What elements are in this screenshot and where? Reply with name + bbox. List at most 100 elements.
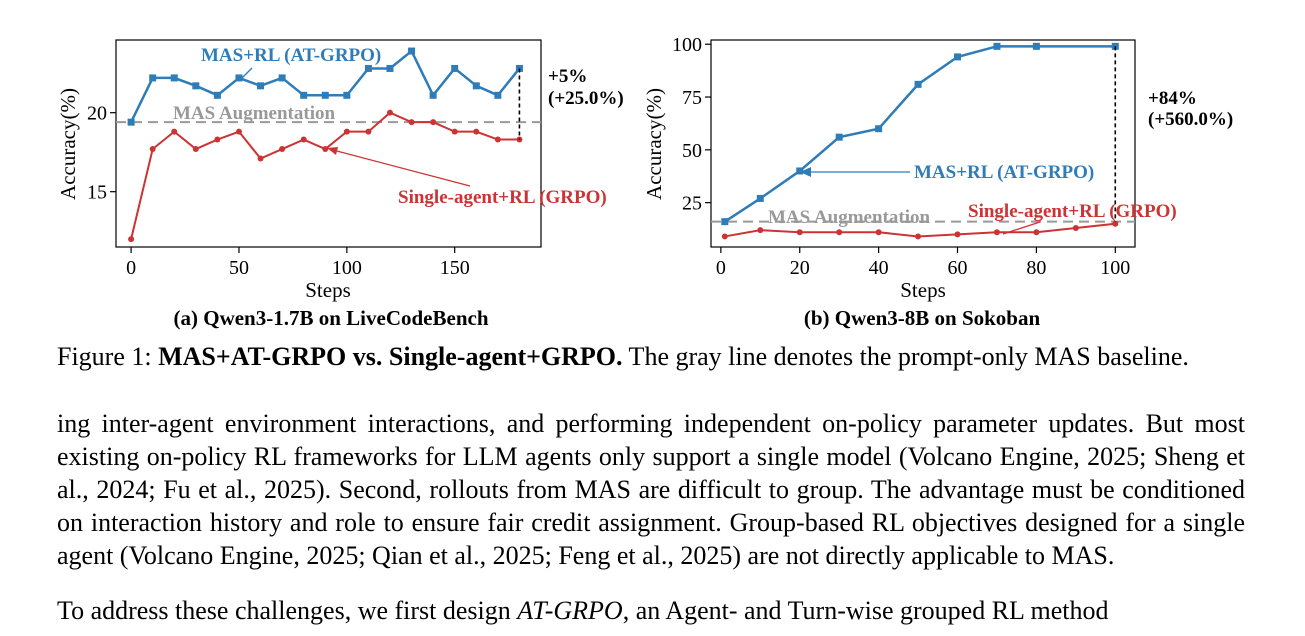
paragraph-2-start: To address these challenges, we first de…	[57, 596, 518, 625]
series-line-single-rl-a	[130, 111, 520, 240]
single-rl-arrow-a	[332, 149, 471, 187]
single-rl-point	[836, 229, 843, 236]
x-tick-label: 20	[790, 257, 810, 279]
x-tick-label: 0	[126, 257, 136, 279]
single-rl-point	[257, 155, 264, 162]
mas-rl-point	[993, 42, 1001, 50]
x-tick-label: 40	[869, 257, 889, 279]
mas-rl-point	[386, 64, 394, 72]
x-tick-label: 50	[229, 257, 249, 279]
single-rl-label-b: Single-agent+RL (GRPO)	[968, 201, 1177, 222]
mas-rl-arrow-a	[239, 67, 253, 81]
single-rl-arrow-b	[1002, 221, 1041, 235]
mas-rl-point	[914, 80, 922, 88]
x-tick-label: 100	[1100, 257, 1130, 279]
mas-rl-point	[429, 91, 437, 99]
mas-rl-point	[451, 64, 459, 72]
y-tick-label: 75	[682, 87, 702, 109]
mas-rl-point	[721, 218, 729, 226]
single-rl-point	[993, 229, 1000, 236]
y-tick-label: 100	[672, 34, 702, 56]
mas-rl-point	[835, 133, 843, 141]
single-rl-label-a: Single-agent+RL (GRPO)	[398, 187, 607, 208]
single-rl-point	[494, 136, 501, 143]
paragraph-2: To address these challenges, we first de…	[57, 594, 1245, 627]
single-rl-point	[386, 109, 393, 116]
single-rl-point	[451, 128, 458, 135]
paragraph-2-method: AT-GRPO	[517, 596, 623, 625]
y-axis-label-b: Accuracy(%)	[642, 88, 666, 200]
mas-rl-point	[235, 74, 243, 82]
mas-rl-point	[954, 53, 962, 61]
gain-abs-b: +84%	[1148, 88, 1197, 109]
mas-rl-point	[278, 74, 286, 82]
mas-rl-point	[796, 167, 804, 175]
figure-caption-prefix: Figure 1:	[57, 342, 159, 371]
single-rl-point	[235, 128, 242, 135]
mas-rl-point	[213, 91, 221, 99]
single-rl-point	[343, 128, 350, 135]
mas-rl-point	[408, 47, 416, 55]
single-rl-point	[721, 233, 728, 240]
mas-rl-point	[875, 125, 883, 133]
mas-rl-point	[149, 74, 157, 82]
mas-rl-point	[321, 91, 329, 99]
single-rl-point	[322, 146, 329, 153]
mas-rl-point	[472, 82, 480, 90]
single-rl-point	[408, 119, 415, 126]
x-tick-label: 0	[716, 257, 726, 279]
chart-panel-a: 15 20 0 50 100 150 MAS+RL (AT-GRPO) MAS Augm…	[56, 39, 624, 330]
x-axis-label-b: Steps	[900, 278, 946, 302]
gain-abs-a: +5%	[548, 66, 587, 87]
single-rl-point	[279, 146, 286, 153]
single-rl-point	[192, 146, 199, 153]
mas-rl-label-a: MAS+RL (AT-GRPO)	[201, 45, 381, 66]
mas-rl-point	[170, 74, 178, 82]
figure-caption: Figure 1: MAS+AT-GRPO vs. Single-agent+G…	[57, 340, 1247, 373]
single-rl-point	[875, 229, 882, 236]
mas-rl-point	[1032, 42, 1040, 50]
mas-rl-point	[494, 91, 502, 99]
single-rl-point	[1033, 229, 1040, 236]
single-rl-point	[954, 231, 961, 238]
figure-caption-bold: MAS+AT-GRPO vs. Single-agent+GRPO.	[158, 342, 623, 371]
body-text: ing inter-agent environment interactions…	[57, 407, 1245, 627]
single-rl-point	[214, 136, 221, 143]
single-rl-point	[149, 146, 156, 153]
mas-rl-point	[127, 118, 135, 126]
mas-rl-label-b: MAS+RL (AT-GRPO)	[914, 162, 1094, 183]
figure-panels: 15 20 0 50 100 150 MAS+RL (AT-GRPO) MAS Augm…	[56, 34, 1233, 330]
single-rl-point	[171, 128, 178, 135]
series-line-mas-rl-b	[724, 45, 1116, 223]
baseline-label-a: MAS Augmentation	[173, 103, 335, 124]
plot-frame-b	[710, 39, 1136, 248]
baseline-label-b: MAS Augmentation	[768, 207, 930, 228]
mas-rl-point	[364, 64, 372, 72]
figure-caption-rest: The gray line denotes the prompt-only MA…	[622, 342, 1189, 371]
x-tick-label: 60	[948, 257, 968, 279]
y-axis-label-a: Accuracy(%)	[56, 88, 80, 200]
mas-rl-point	[756, 194, 764, 202]
x-axis-label-a: Steps	[305, 278, 351, 302]
subtitle-a: (a) Qwen3-1.7B on LiveCodeBench	[174, 306, 489, 330]
mas-rl-point	[257, 82, 265, 90]
paragraph-1: ing inter-agent environment interactions…	[57, 409, 1245, 570]
gain-rel-b: (+560.0%)	[1148, 109, 1233, 130]
single-rl-point	[796, 229, 803, 236]
mas-rl-point	[343, 91, 351, 99]
x-tick-label: 80	[1026, 257, 1046, 279]
single-rl-point	[1112, 220, 1119, 227]
single-rl-point	[300, 136, 307, 143]
y-tick-label: 50	[682, 140, 702, 162]
single-rl-point	[757, 227, 764, 234]
mas-rl-point	[192, 82, 200, 90]
y-tick-label: 20	[87, 103, 107, 125]
single-rl-point	[430, 119, 437, 126]
x-tick-label: 100	[332, 257, 362, 279]
single-rl-point	[128, 236, 135, 243]
paragraph-2-end: , an Agent- and Turn-wise grouped RL met…	[622, 596, 1109, 625]
plot-frame-a	[115, 39, 542, 248]
subtitle-b: (b) Qwen3-8B on Sokoban	[804, 306, 1041, 330]
single-rl-arrowhead-a	[327, 147, 338, 155]
